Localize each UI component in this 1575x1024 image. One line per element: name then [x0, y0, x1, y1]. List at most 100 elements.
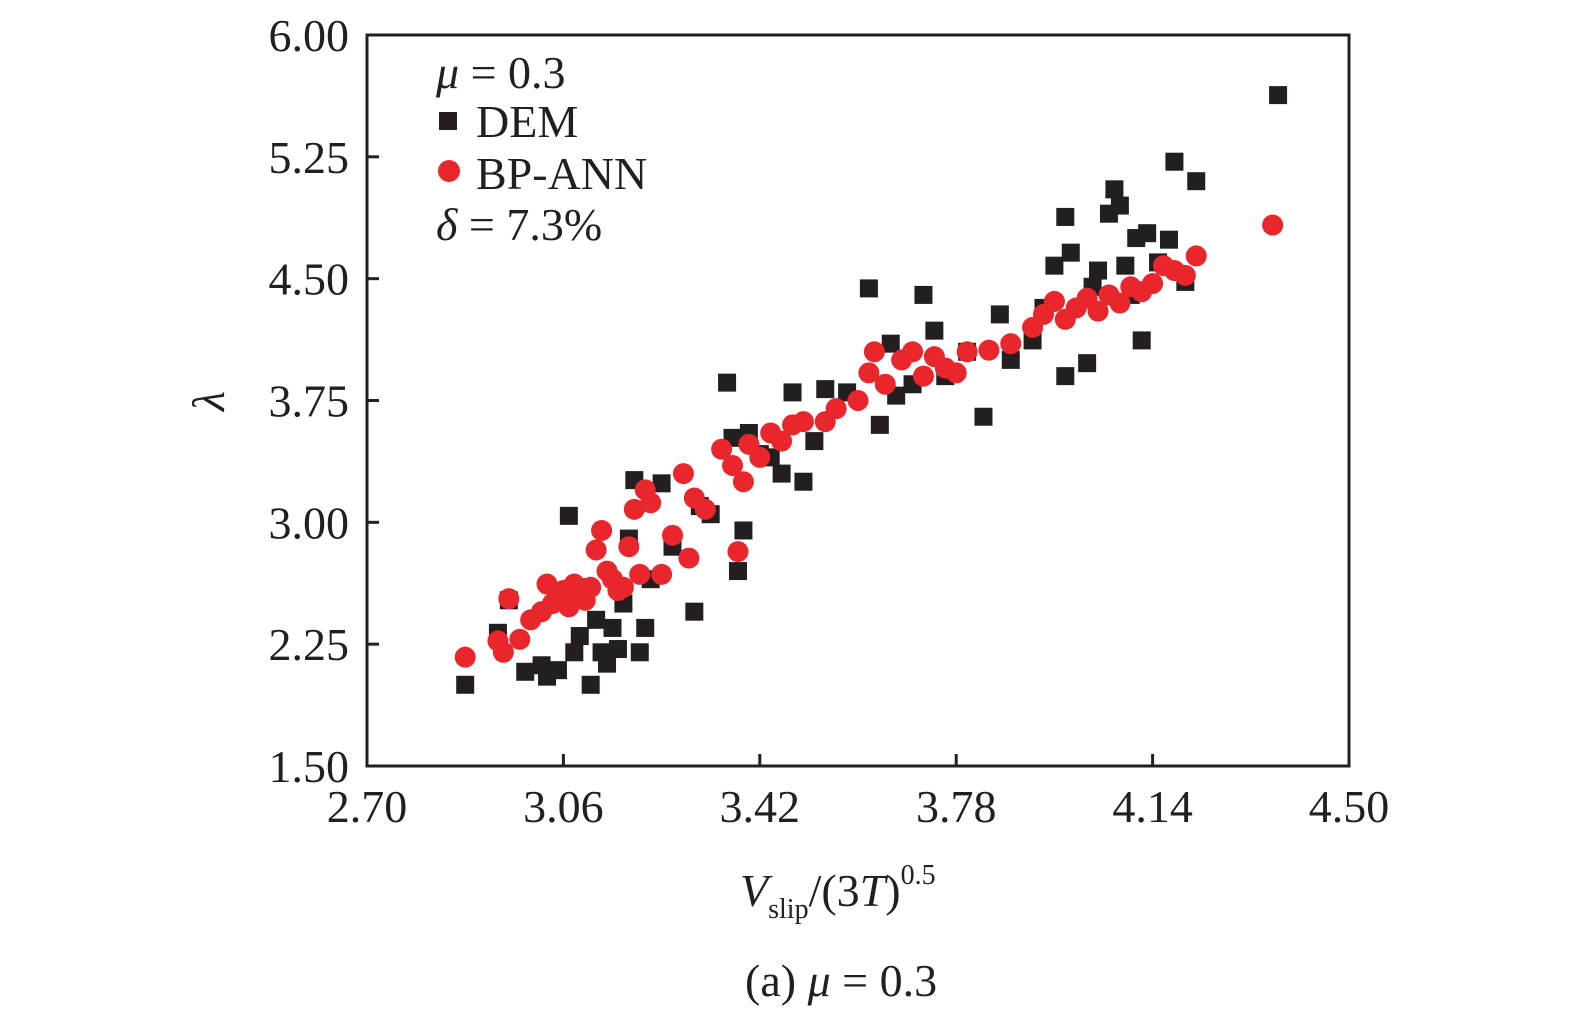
bp-ann-point	[874, 373, 896, 395]
dem-point	[772, 464, 791, 483]
dem-point	[805, 432, 824, 451]
bp-ann-point	[727, 541, 749, 563]
bp-ann-point	[711, 438, 733, 460]
bp-ann-point	[912, 365, 934, 387]
y-axis-tick-labels: 1.50 2.25 3.00 3.75 4.50 5.25 6.00	[269, 10, 350, 792]
bp-ann-point	[956, 341, 978, 363]
bp-ann-point	[1087, 300, 1109, 322]
bp-ann-point	[722, 454, 744, 476]
bp-ann-point	[1142, 273, 1164, 295]
dem-point	[559, 506, 578, 525]
bp-ann-point	[863, 341, 885, 363]
series-bp-ann	[454, 214, 1284, 668]
dem-point	[456, 675, 475, 694]
bp-ann-point	[902, 341, 924, 363]
dem-point	[685, 602, 704, 621]
bp-ann-point	[771, 430, 793, 452]
bp-ann-point	[612, 576, 634, 598]
bp-ann-point	[694, 498, 716, 520]
x-tick-label: 4.50	[1309, 781, 1390, 832]
bp-ann-point	[1174, 264, 1196, 286]
dem-point	[783, 383, 802, 402]
dem-point	[1165, 152, 1184, 171]
dem-point	[1061, 243, 1080, 262]
dem-point	[859, 279, 878, 298]
dem-point	[565, 643, 584, 662]
y-tick-label: 4.50	[269, 254, 350, 305]
dem-point	[1001, 350, 1020, 369]
bp-ann-point	[978, 339, 1000, 361]
dem-point	[598, 654, 617, 673]
annotation-delta: δ = 7.3%	[436, 199, 602, 250]
dem-point	[587, 610, 606, 629]
bp-ann-point	[1109, 292, 1131, 314]
dem-point	[718, 373, 737, 392]
dem-point	[1045, 256, 1064, 275]
dem-point	[1105, 180, 1124, 199]
dem-point	[794, 472, 813, 491]
dem-point	[1116, 256, 1135, 275]
bp-ann-point	[945, 362, 967, 384]
dem-point	[548, 661, 567, 680]
y-tick-label: 2.25	[269, 619, 350, 670]
x-axis-tick-labels: 2.70 3.06 3.42 3.78 4.14 4.50	[327, 781, 1390, 832]
x-tick-label: 3.42	[720, 781, 801, 832]
y-tick-label: 3.00	[269, 497, 350, 548]
legend: μ = 0.3 DEM BP-ANN δ = 7.3%	[435, 47, 647, 250]
y-tick-label: 3.75	[269, 376, 350, 427]
bp-ann-point	[858, 362, 880, 384]
bp-ann-point	[847, 390, 869, 411]
dem-point	[881, 334, 900, 353]
dem-point	[516, 662, 535, 681]
dem-point	[1269, 86, 1288, 105]
dem-point	[1159, 230, 1178, 249]
bp-ann-point	[618, 536, 640, 558]
dem-point	[1078, 354, 1097, 373]
bp-ann-point	[672, 463, 694, 485]
dem-point	[570, 627, 589, 646]
dem-point	[816, 380, 835, 399]
legend-label-bp-ann: BP-ANN	[476, 148, 647, 199]
bp-ann-point	[623, 498, 645, 520]
bp-ann-point	[1185, 245, 1207, 267]
dem-point	[603, 618, 622, 637]
dem-point	[914, 285, 933, 304]
bp-ann-point	[580, 576, 602, 598]
dem-point	[630, 643, 649, 662]
figure-caption: (a) μ = 0.3	[745, 955, 937, 1006]
legend-marker-dem	[439, 112, 457, 130]
dem-point	[1089, 261, 1108, 280]
dem-point	[1056, 207, 1075, 226]
x-tick-label: 2.70	[327, 781, 408, 832]
bp-ann-point	[825, 398, 847, 420]
dem-point	[1138, 224, 1157, 243]
legend-marker-bp-ann	[438, 160, 460, 182]
dem-point	[1132, 331, 1151, 350]
bp-ann-point	[591, 519, 613, 541]
x-tick-label: 3.78	[916, 781, 997, 832]
dem-point	[925, 321, 944, 340]
dem-point	[581, 675, 600, 694]
bp-ann-point	[792, 411, 814, 433]
bp-ann-point	[678, 547, 700, 569]
dem-point	[652, 474, 671, 493]
bp-ann-point	[662, 524, 684, 546]
dem-point	[608, 640, 627, 659]
y-axis-title: λ	[183, 391, 234, 413]
y-tick-label: 6.00	[269, 10, 350, 61]
y-axis-ticks	[367, 33, 379, 768]
dem-point	[1187, 172, 1206, 191]
dem-point	[1056, 367, 1075, 386]
bp-ann-point	[454, 646, 476, 668]
bp-ann-point	[640, 492, 662, 514]
bp-ann-point	[749, 446, 771, 468]
bp-ann-point	[498, 588, 520, 610]
legend-label-dem: DEM	[476, 96, 578, 147]
dem-point	[728, 562, 747, 581]
bp-ann-point	[509, 628, 531, 650]
bp-ann-point	[629, 563, 651, 585]
bp-ann-point	[1000, 333, 1022, 355]
bp-ann-point	[651, 563, 673, 585]
x-tick-label: 3.06	[523, 781, 604, 832]
